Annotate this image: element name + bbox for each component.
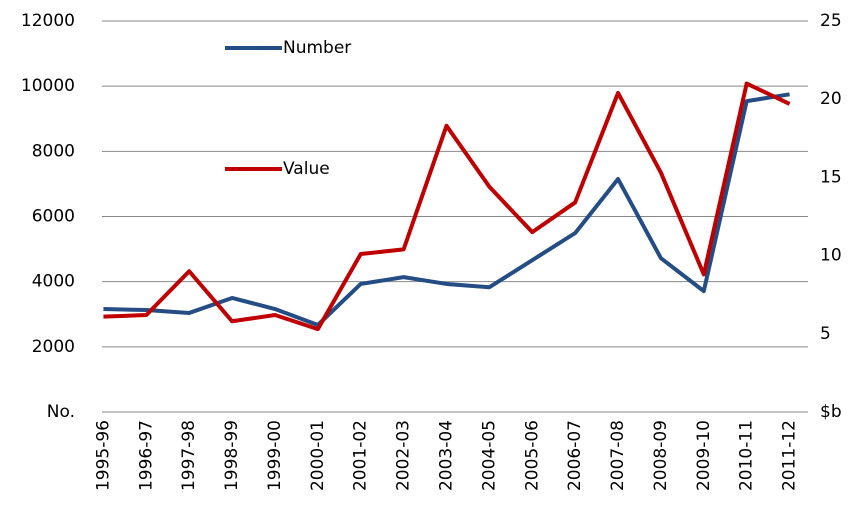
x-tick-label: 2011-12 bbox=[780, 420, 800, 491]
x-tick-label: 2004-05 bbox=[479, 420, 499, 491]
x-tick-label: 2002-03 bbox=[394, 420, 414, 491]
y2-tick-label: 20 bbox=[820, 89, 842, 109]
y2-tick-label: 25 bbox=[820, 11, 842, 31]
y-tick-label: 8000 bbox=[32, 141, 75, 161]
x-tick-label: 2007-08 bbox=[608, 420, 628, 491]
x-tick-label: 2001-02 bbox=[351, 420, 371, 491]
line-series bbox=[103, 81, 791, 332]
x-tick-label: 1998-99 bbox=[222, 420, 242, 491]
y-tick-label: 4000 bbox=[32, 272, 75, 292]
x-tick-label: 2010-11 bbox=[737, 420, 757, 491]
x-tick-label: 2000-01 bbox=[308, 420, 328, 491]
x-tick-label: 1996-97 bbox=[136, 420, 156, 491]
x-tick-label: 2006-07 bbox=[565, 420, 585, 491]
x-tick-label: 1995-96 bbox=[93, 420, 113, 491]
y2-tick-label: 5 bbox=[820, 324, 831, 344]
x-tick-label: 2005-06 bbox=[522, 420, 542, 491]
x-tick-label: 1997-98 bbox=[179, 420, 199, 491]
y-tick-label: 2000 bbox=[32, 337, 75, 357]
y-tick-label: 6000 bbox=[32, 207, 75, 227]
y-tick-label: 12000 bbox=[21, 11, 75, 31]
y2-tick-label: 15 bbox=[820, 167, 842, 187]
legend-label: Number bbox=[283, 38, 351, 58]
x-tick-label: 2009-10 bbox=[694, 420, 714, 491]
y-tick-label: 10000 bbox=[21, 76, 75, 96]
y2-tick-label: $b bbox=[820, 402, 842, 422]
x-tick-label: 2008-09 bbox=[651, 420, 671, 491]
y2-tick-label: 10 bbox=[820, 246, 842, 266]
y-tick-label: No. bbox=[47, 402, 75, 422]
x-tick-label: 1999-00 bbox=[265, 420, 285, 491]
x-tick-label: 2003-04 bbox=[437, 420, 457, 491]
legend-label: Value bbox=[283, 159, 330, 179]
